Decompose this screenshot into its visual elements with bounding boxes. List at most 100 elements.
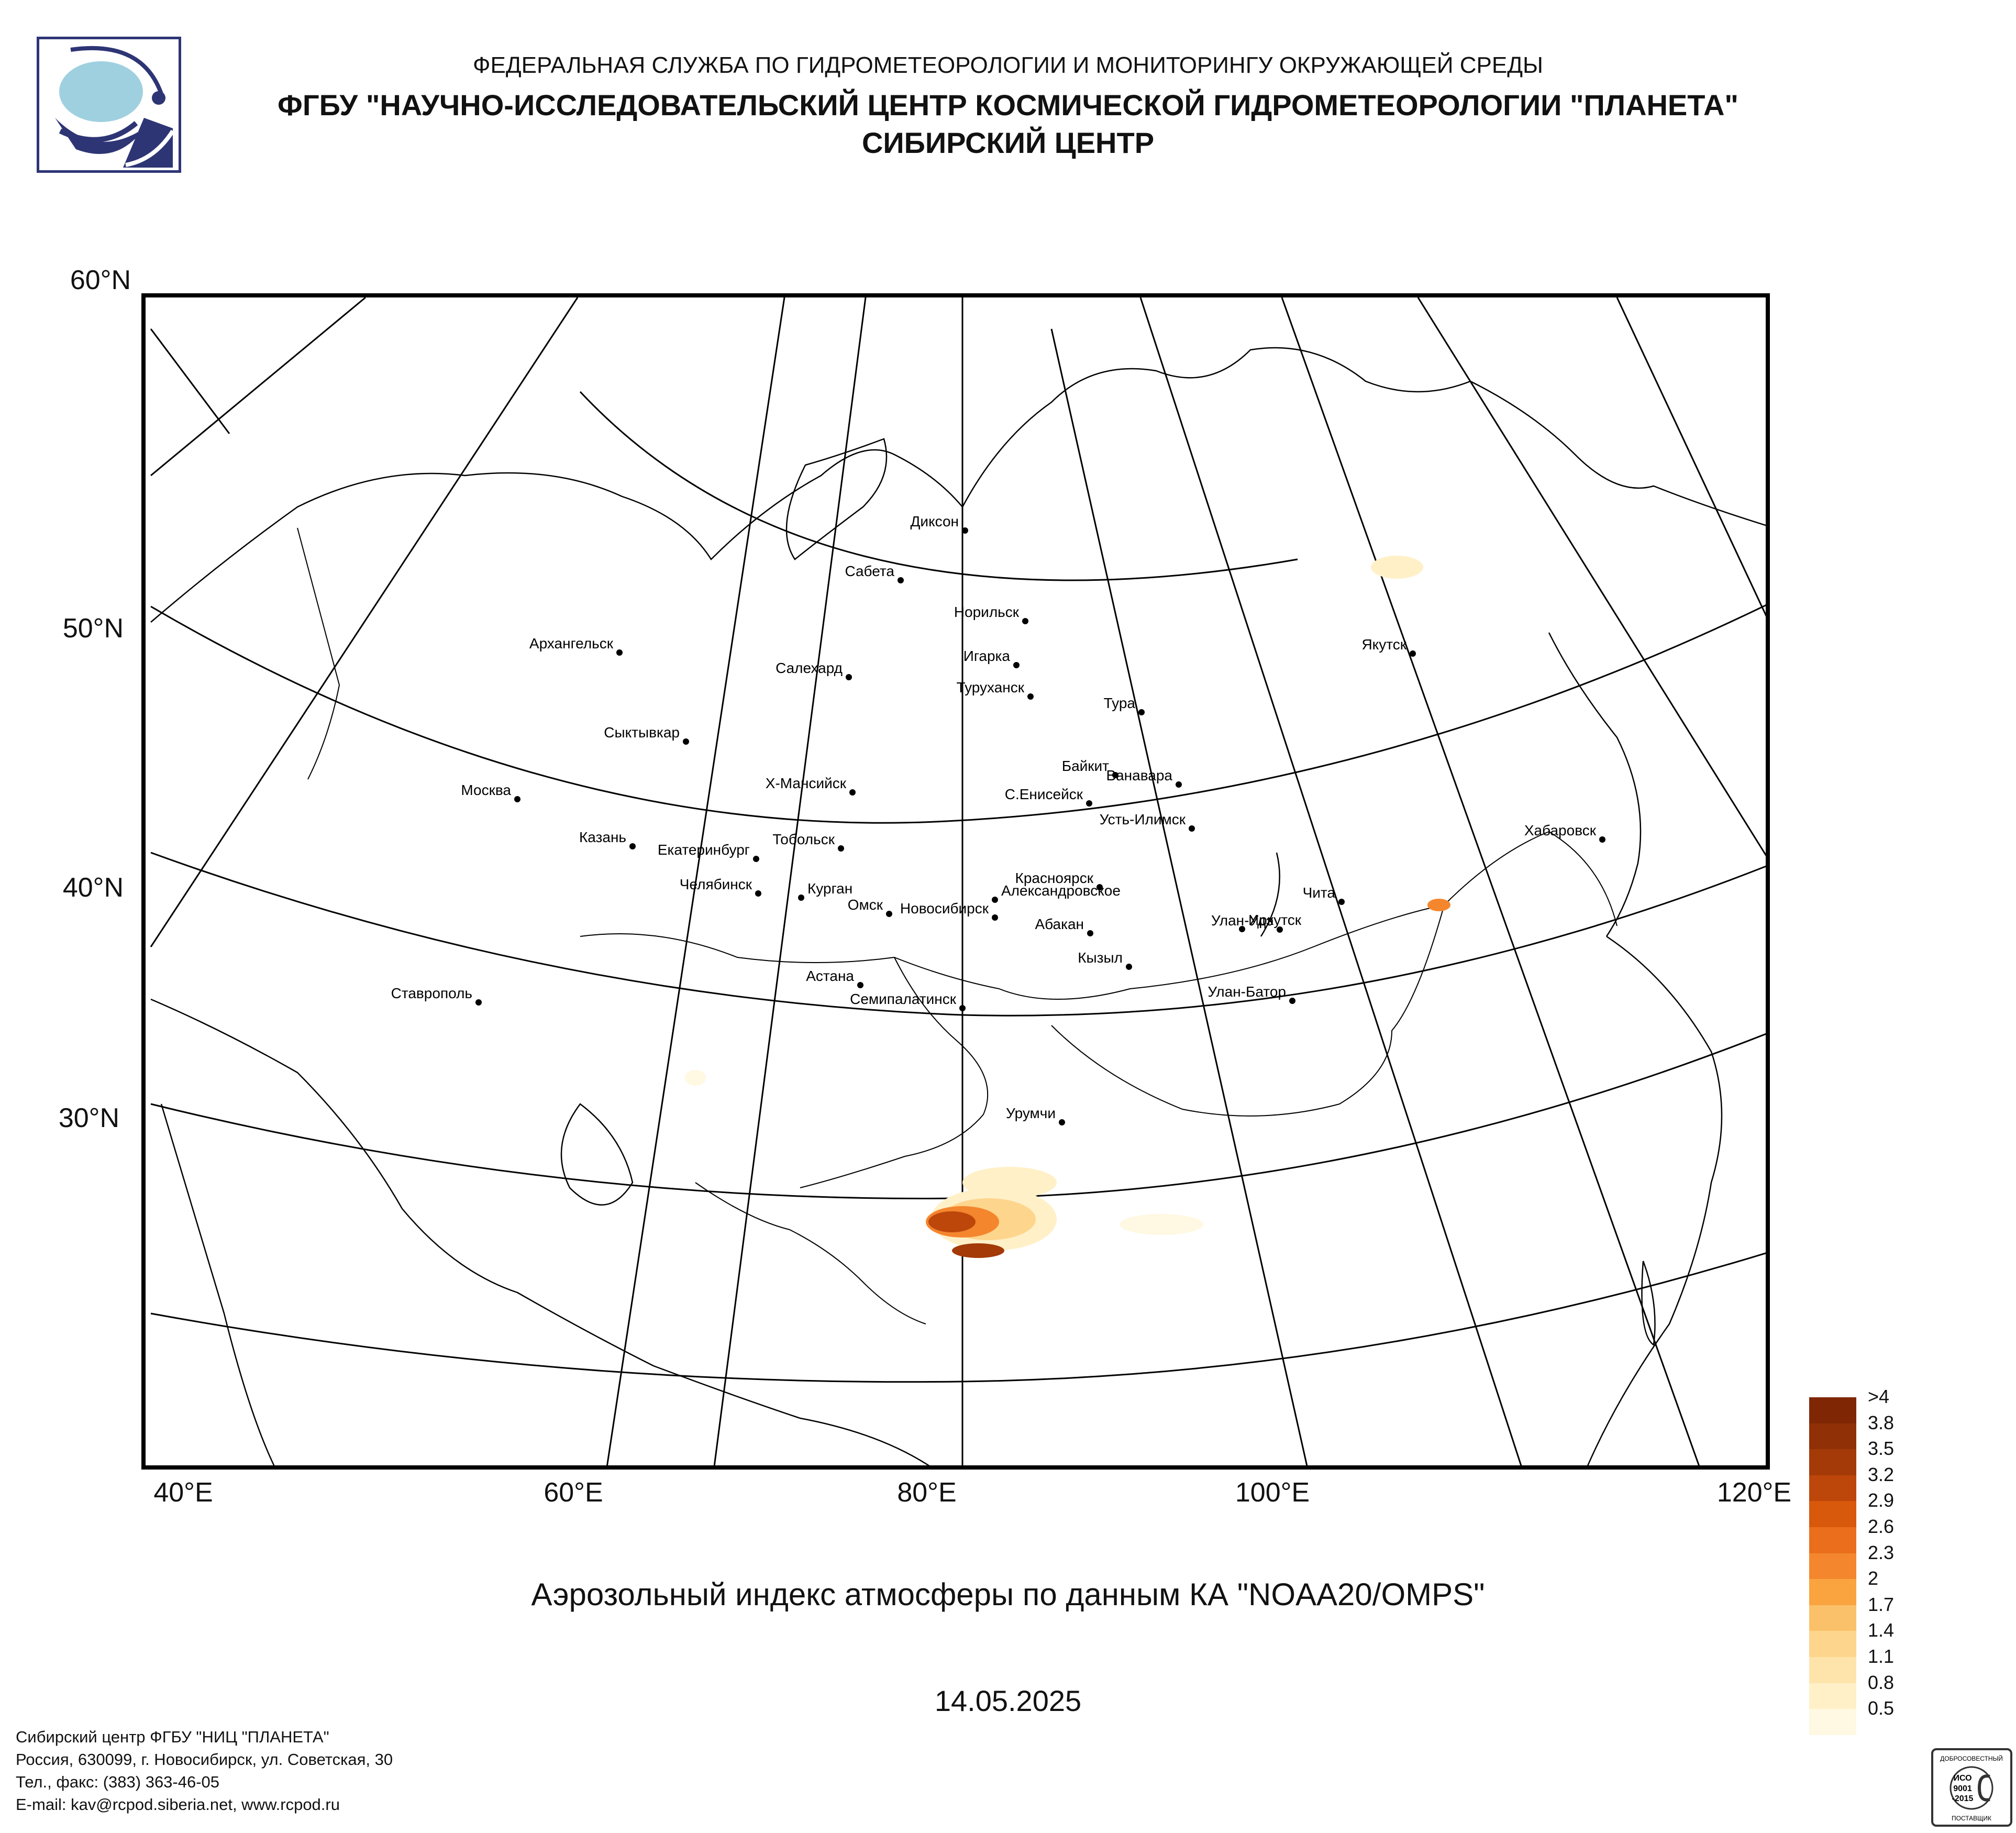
map-date: 14.05.2025	[934, 1684, 1082, 1717]
pacific-coast	[1587, 935, 1723, 1465]
city-label: Якутск	[1361, 636, 1406, 653]
legend-swatch	[1809, 1709, 1856, 1736]
map-title: Аэрозольный индекс атмосферы по данным К…	[531, 1577, 1485, 1612]
city-label: Норильск	[954, 604, 1020, 620]
legend-label: 2.3	[1868, 1541, 1895, 1563]
aerosol-patch	[685, 1070, 706, 1086]
red-sea-coast	[160, 1103, 275, 1465]
meridian-110	[1281, 297, 1700, 1465]
city-marker	[886, 911, 892, 917]
city-label: Усть-Илимск	[1100, 811, 1186, 827]
legend-swatch	[1809, 1605, 1856, 1631]
city-label: Челябинск	[680, 876, 752, 892]
city-marker	[1239, 926, 1245, 932]
legend-label: 3.2	[1868, 1463, 1895, 1485]
city-marker	[838, 845, 844, 852]
legend-label: 2.9	[1868, 1489, 1895, 1511]
badge-bottom-text: ПОСТАВЩИК	[1952, 1815, 1991, 1822]
meridian-130	[1616, 297, 1766, 617]
aerosol-patch	[928, 1211, 976, 1232]
city-marker	[1138, 709, 1145, 715]
city-label: Москва	[461, 782, 511, 798]
graticule	[150, 297, 1766, 1465]
city-label: Улан-Батор	[1208, 984, 1286, 1000]
badge-ring	[1949, 1766, 1993, 1810]
lon-label-100: 100°E	[1235, 1477, 1310, 1508]
header-center: СИБИРСКИЙ ЦЕНТР	[861, 126, 1155, 159]
city-marker	[1410, 650, 1416, 657]
meridian-120	[1417, 297, 1766, 857]
footer-phone: Тел., факс: (383) 363-46-05	[16, 1773, 220, 1791]
lon-label-120: 120°E	[1716, 1477, 1792, 1508]
aerosol-patch	[1371, 556, 1423, 579]
meridian-30	[150, 328, 230, 434]
city-label: Омск	[848, 897, 883, 913]
city-label: Салехард	[776, 660, 843, 676]
coastlines	[150, 347, 1766, 1465]
southern-coast	[150, 998, 930, 1465]
header-institute: ФГБУ "НАУЧНО-ИССЛЕДОВАТЕЛЬСКИЙ ЦЕНТР КОС…	[278, 89, 1738, 122]
legend-label: 0.5	[1868, 1697, 1895, 1719]
aerosol-patch	[1120, 1214, 1203, 1235]
city-label: Урумчи	[1006, 1105, 1056, 1121]
city-marker	[1013, 662, 1020, 668]
city-label: С.Енисейск	[1005, 786, 1083, 802]
meridian-50	[150, 297, 579, 947]
parallel-30	[150, 1252, 1766, 1383]
taiwan	[1641, 1261, 1656, 1346]
badge-top-text: ДОБРОСОВЕСТНЫЙ	[1940, 1754, 2003, 1762]
city-marker	[514, 796, 520, 802]
legend-label: 3.5	[1868, 1438, 1895, 1460]
legend-label: >4	[1868, 1386, 1890, 1407]
lon-label-80: 80°E	[897, 1477, 957, 1508]
city-marker	[1096, 884, 1103, 890]
city-label: Екатеринбург	[658, 842, 750, 858]
legend-label: 1.1	[1868, 1646, 1895, 1667]
legend-swatch	[1809, 1553, 1856, 1580]
city-marker	[798, 895, 804, 901]
parallel-70	[579, 391, 1298, 581]
lake-baikal	[1260, 852, 1280, 937]
legend-label: 0.8	[1868, 1671, 1895, 1693]
city-marker	[1277, 926, 1283, 933]
city-label: Иркутск	[1248, 912, 1302, 928]
footer-address: Россия, 630099, г. Новосибирск, ул. Сове…	[16, 1750, 393, 1769]
city-marker	[992, 914, 998, 921]
city-label: Тура	[1104, 695, 1136, 711]
footer-org: Сибирский центр ФГБУ "НИЦ "ПЛАНЕТА"	[16, 1728, 329, 1746]
legend-swatch	[1809, 1423, 1856, 1450]
city-marker	[616, 649, 623, 656]
city-label: Сыктывкар	[604, 724, 680, 741]
city-label: Красноярск	[1015, 870, 1094, 886]
meridian-70	[713, 297, 867, 1465]
city-marker	[1176, 781, 1182, 788]
legend-swatch	[1809, 1527, 1856, 1553]
city-marker	[992, 897, 998, 903]
mongolia-border	[1051, 904, 1445, 1117]
city-label: Чита	[1303, 885, 1336, 901]
city-label: Х-Мансийск	[766, 775, 847, 791]
borders	[297, 527, 1618, 1324]
lat-label-30: 30°N	[58, 1103, 119, 1133]
city-marker	[1086, 800, 1092, 807]
planeta-logo	[37, 37, 181, 173]
city-marker	[1126, 964, 1132, 970]
city-marker	[683, 738, 689, 745]
meridian-90	[1050, 328, 1308, 1465]
arctic-coast	[150, 347, 1766, 623]
aerosol-field	[685, 556, 1450, 1258]
footer-contacts: Сибирский центр ФГБУ "НИЦ "ПЛАНЕТА" Росс…	[16, 1726, 393, 1816]
caspian-sea	[560, 1103, 634, 1206]
city-marker	[1189, 825, 1195, 832]
meridian-40	[150, 297, 366, 477]
parallel-60	[150, 604, 1766, 824]
legend-swatch	[1809, 1397, 1856, 1423]
meridian-100	[1139, 297, 1522, 1465]
novaya-zemlya	[785, 438, 888, 560]
russia-south-border	[580, 831, 1618, 1000]
badge-9001: 9001	[1953, 1784, 1972, 1793]
city-marker	[898, 577, 904, 583]
lat-label-40: 40°N	[62, 873, 124, 903]
legend-swatch	[1809, 1579, 1856, 1606]
legend-swatch	[1809, 1631, 1856, 1658]
